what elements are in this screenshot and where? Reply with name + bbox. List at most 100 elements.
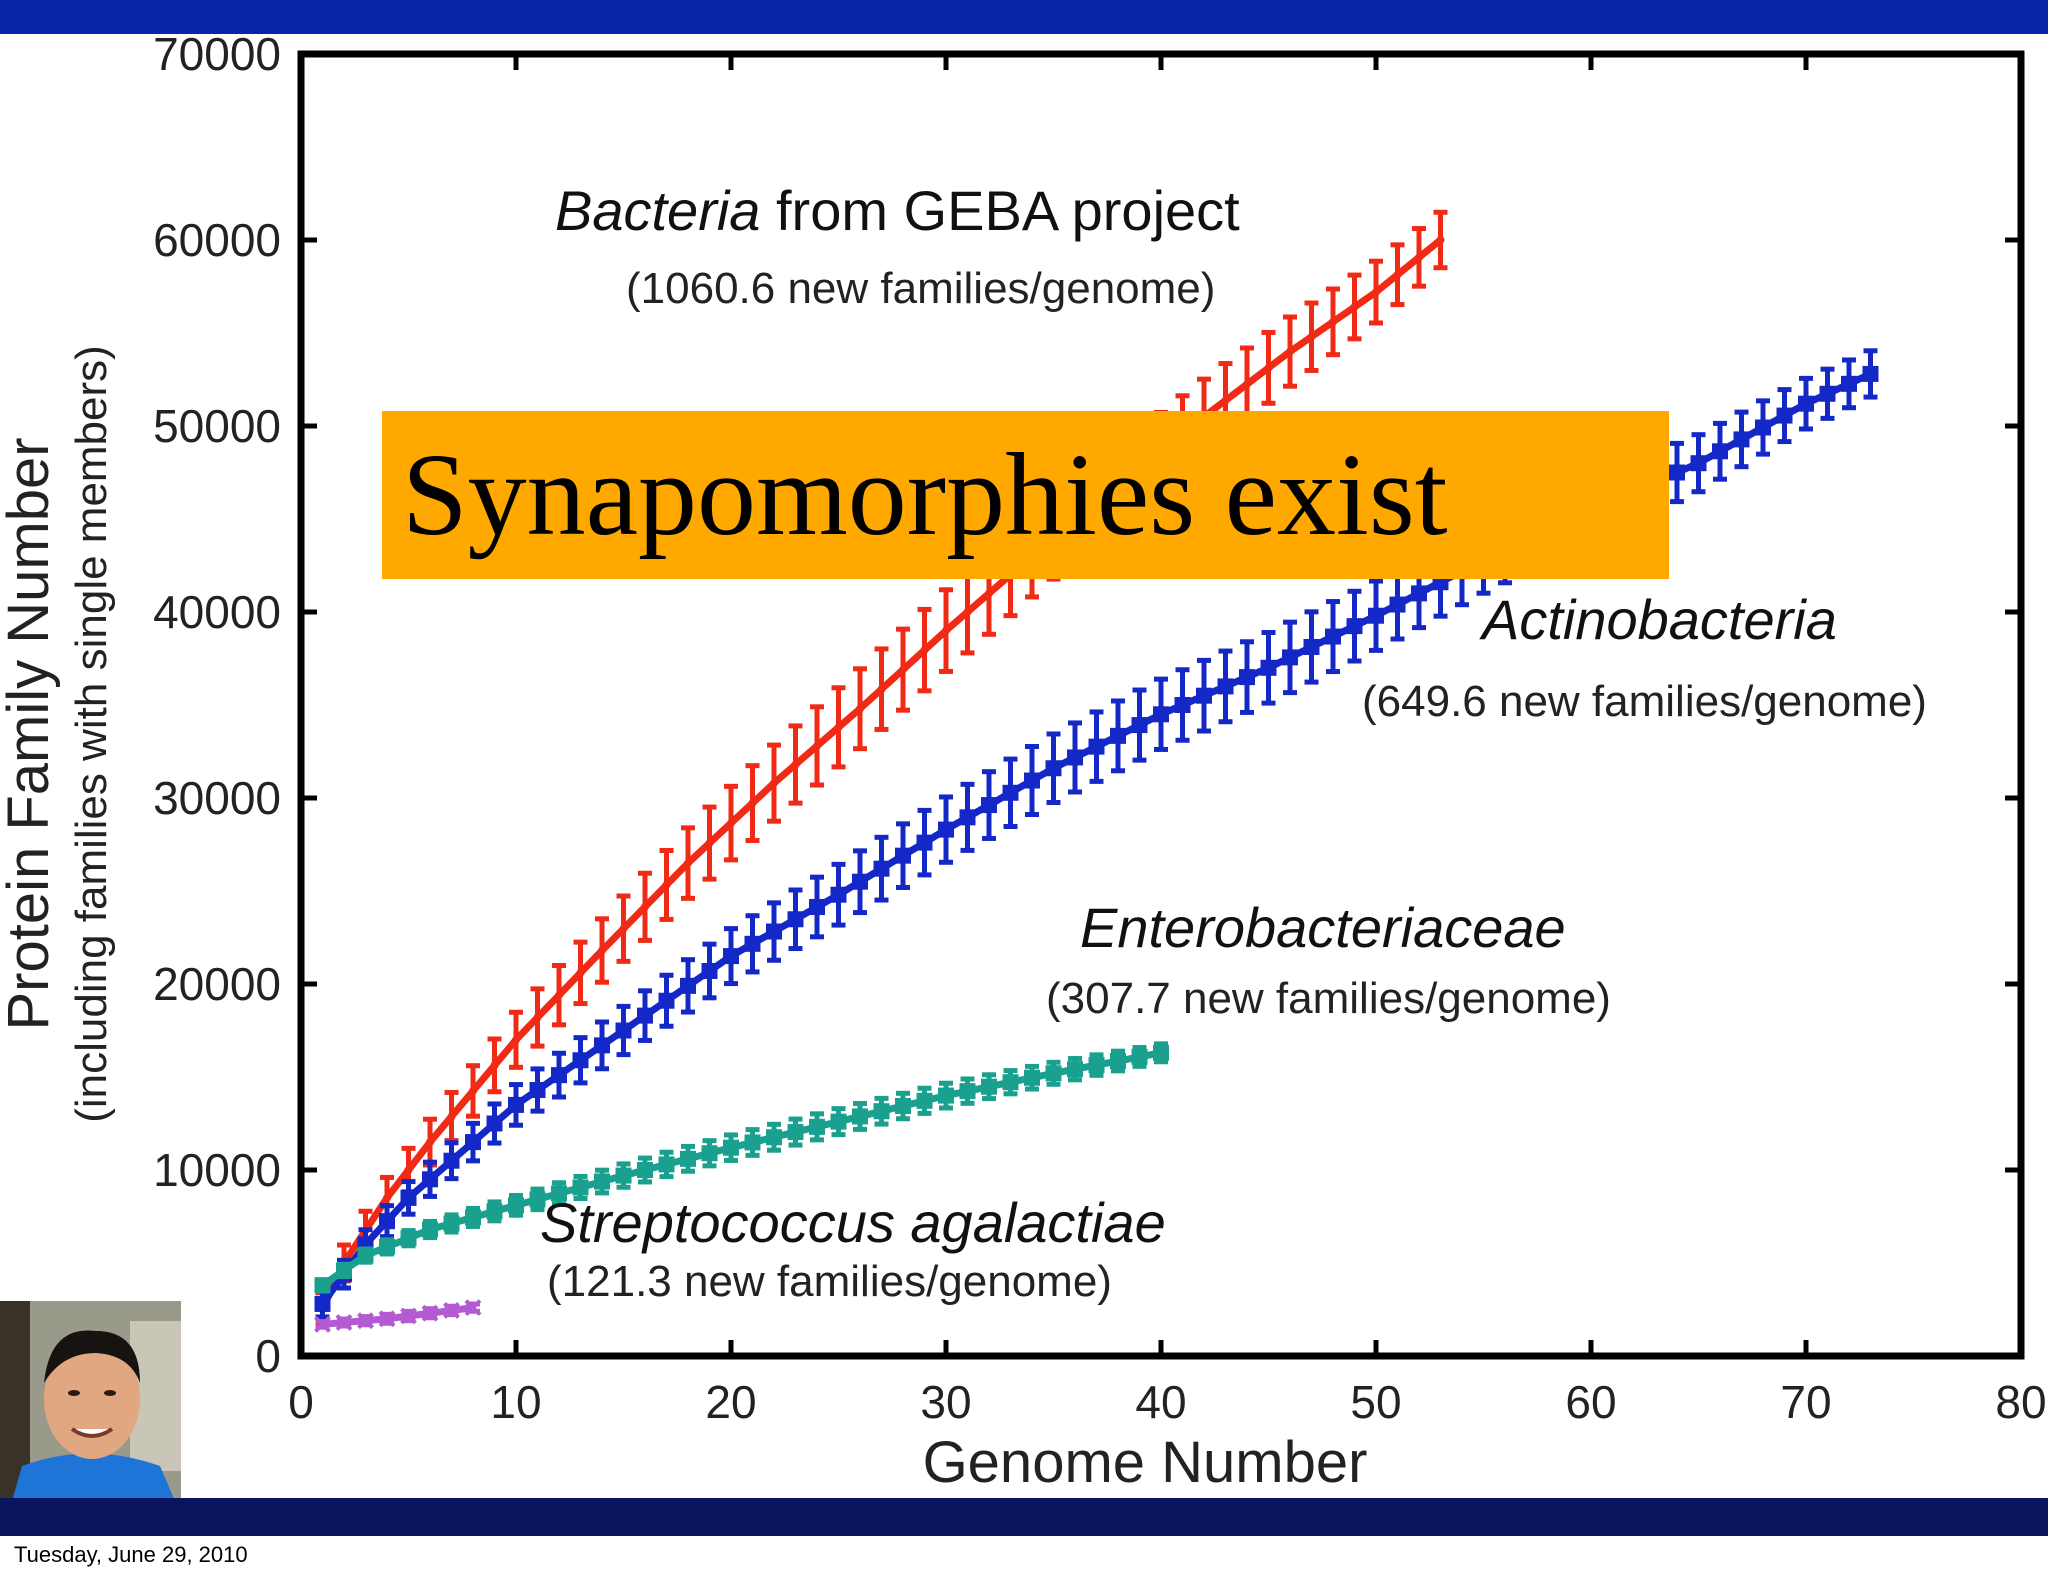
actinobacteria-point [486,1115,503,1132]
actinobacteria-point [637,1007,653,1024]
bacteria-point [555,991,563,1000]
bacteria-point [856,704,864,713]
bacteria-point [469,1086,477,1095]
enterobacteriaceae-point [658,1156,675,1173]
enterobacteriaceae-point [508,1197,524,1214]
bacteria-point [791,760,800,769]
actinobacteria-point [744,935,761,952]
overlay-text: Synapomorphies exist [402,429,1448,560]
bacteria-point [727,819,735,828]
bacteria-point [576,968,585,977]
enterobacteriaceae-label: Enterobacteriaceae [1080,896,1566,959]
actinobacteria-point [314,1295,331,1312]
y-axis-title: Protein Family Number [0,437,61,1030]
bacteria-point [877,685,886,694]
actinobacteria-point [1260,659,1277,676]
enterobacteriaceae-line [320,1049,1162,1289]
y-tick-label: 20000 [153,958,281,1010]
bacteria-point [1243,380,1251,389]
x-tick-label: 10 [490,1376,541,1428]
actinobacteria-point [1690,455,1707,472]
actinobacteria-point [1067,749,1083,766]
presenter-icon [0,1301,181,1508]
enterobacteriaceae-point [529,1191,546,1208]
enterobacteriaceae-rate-label: (307.7 new families/genome) [1046,974,1611,1023]
enterobacteriaceae-point [465,1209,481,1226]
actinobacteria-point [1239,669,1255,686]
bacteria-point [533,1013,542,1022]
actinobacteria-point [1776,407,1793,424]
y-tick-label: 40000 [153,586,281,638]
enterobacteriaceae-point [594,1173,610,1190]
bacteria-point [1286,347,1294,356]
streptococcus-point [357,1312,374,1330]
actinobacteria-point [572,1052,589,1069]
bacteria-label: Bacteria from GEBA project [555,179,1240,242]
bacteria-line [319,237,1443,1311]
synapomorphies-overlay-box: Synapomorphies exist [382,411,1669,579]
streptococcus-point [335,1314,353,1331]
streptococcus-line [322,1304,474,1328]
bacteria-point [985,589,993,598]
actinobacteria-point [1755,419,1771,436]
enterobacteriaceae-point [357,1247,374,1264]
enterobacteriaceae-point [637,1162,653,1178]
bacteria-point [748,799,757,808]
actinobacteria-point [1411,585,1427,602]
bacteria-point [813,741,821,750]
actinobacteria-point [422,1171,438,1188]
enterobacteriaceae-point [1067,1061,1083,1078]
presenter-webcam-photo [0,1301,181,1508]
streptococcus-point [400,1307,417,1325]
enterobacteriaceae-point [916,1092,933,1109]
enterobacteriaceae-point [1002,1074,1019,1091]
actinobacteria-point [658,992,675,1009]
bacteria-point [705,839,714,848]
y-tick-label: 10000 [153,1144,281,1196]
enterobacteriaceae-point [723,1139,739,1156]
actinobacteria-point [723,948,739,965]
actinobacteria-point [615,1022,632,1039]
bacteria-point [1329,317,1337,326]
bacteria-point [641,902,649,911]
bacteria-point [1307,332,1316,341]
x-tick-label: 70 [1780,1376,1831,1428]
bacteria-label-rest: from GEBA project [760,179,1240,242]
streptococcus-point [378,1310,396,1328]
enterobacteriaceae-point [701,1145,718,1162]
actinobacteria-point [1819,385,1836,402]
actinobacteria-rate-label: (649.6 new families/genome) [1362,677,1927,726]
actinobacteria-point [1325,628,1341,645]
enterobacteriaceae-point [938,1087,954,1104]
x-tick-label: 60 [1565,1376,1616,1428]
streptococcus-point [464,1299,482,1317]
enterobacteriaceae-point [336,1262,352,1279]
bacteria-point [426,1138,434,1147]
actinobacteria-point [1841,375,1857,392]
enterobacteriaceae-point [981,1078,997,1095]
x-axis-title: Genome Number [923,1430,1368,1495]
enterobacteriaceae-point [959,1083,976,1100]
enterobacteriaceae-point [1045,1065,1062,1082]
actinobacteria-point [852,873,868,890]
actinobacteria-point [959,809,976,826]
actinobacteria-point [916,834,933,851]
x-tick-label: 20 [705,1376,756,1428]
bacteria-point [1372,288,1380,297]
actinobacteria-point [551,1067,567,1084]
enterobacteriaceae-point [1153,1044,1169,1061]
bacteria-point [490,1061,499,1070]
bacteria-point [1350,302,1359,311]
actinobacteria-label: Actinobacteria [1479,588,1837,651]
actinobacteria-point [1217,678,1234,695]
actinobacteria-point [465,1134,481,1151]
enterobacteriaceae-point [852,1108,868,1125]
actinobacteria-point [1303,638,1320,655]
enterobacteriaceae-point [400,1230,417,1247]
actinobacteria-point [1712,443,1728,460]
bacteria-point [684,859,692,868]
actinobacteria-point [1002,784,1019,801]
streptococcus-rate-label: (121.3 new families/genome) [547,1257,1112,1306]
actinobacteria-point [1045,760,1062,777]
actinobacteria-point [1282,649,1298,666]
